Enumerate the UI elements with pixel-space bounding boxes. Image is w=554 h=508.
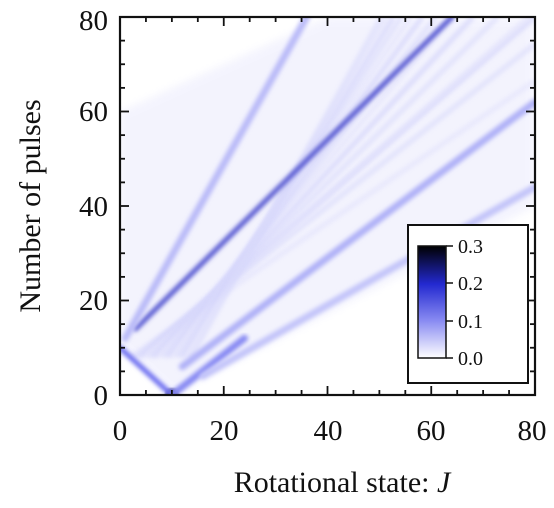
colorbar-label: 0.2: [458, 273, 483, 295]
x-tick-label: 20: [210, 415, 239, 447]
heatmap-layer: [120, 17, 535, 395]
y-tick-label: 40: [79, 191, 108, 223]
tick-marks: [119, 16, 536, 396]
fan-stripe: [188, 17, 384, 359]
descending-branch: [120, 345, 175, 395]
x-tick-label: 60: [417, 415, 446, 447]
colorbar-label: 0.1: [458, 311, 483, 333]
y-tick-labels: 0 20 40 60 80: [79, 5, 108, 412]
plot-area: [118, 15, 537, 397]
x-tick-label: 40: [314, 415, 343, 447]
x-axis-title: Rotational state: J: [234, 466, 452, 499]
colorbar: 0.0 0.1 0.2 0.3: [407, 224, 529, 384]
x-tick-label: 80: [518, 415, 547, 447]
colorbar-ticks: [446, 245, 453, 359]
x-tick-label: 0: [113, 415, 128, 447]
ascending-branch: [168, 334, 248, 395]
y-tick-label: 80: [79, 5, 108, 37]
y-tick-label: 20: [79, 285, 108, 317]
ridge-steep: [121, 17, 311, 342]
y-axis-title: Number of pulses: [14, 99, 47, 312]
x-tick-labels: 0 20 40 60 80: [113, 415, 547, 447]
y-tick-label: 0: [94, 380, 109, 412]
ridge-low-1: [178, 98, 535, 371]
ridge-low-2: [199, 183, 535, 380]
colorbar-label: 0.3: [458, 236, 483, 258]
y-tick-label: 60: [79, 96, 108, 128]
main-ridge: [133, 17, 455, 332]
colorbar-label: 0.0: [458, 348, 483, 370]
colorbar-gradient: [417, 245, 447, 359]
